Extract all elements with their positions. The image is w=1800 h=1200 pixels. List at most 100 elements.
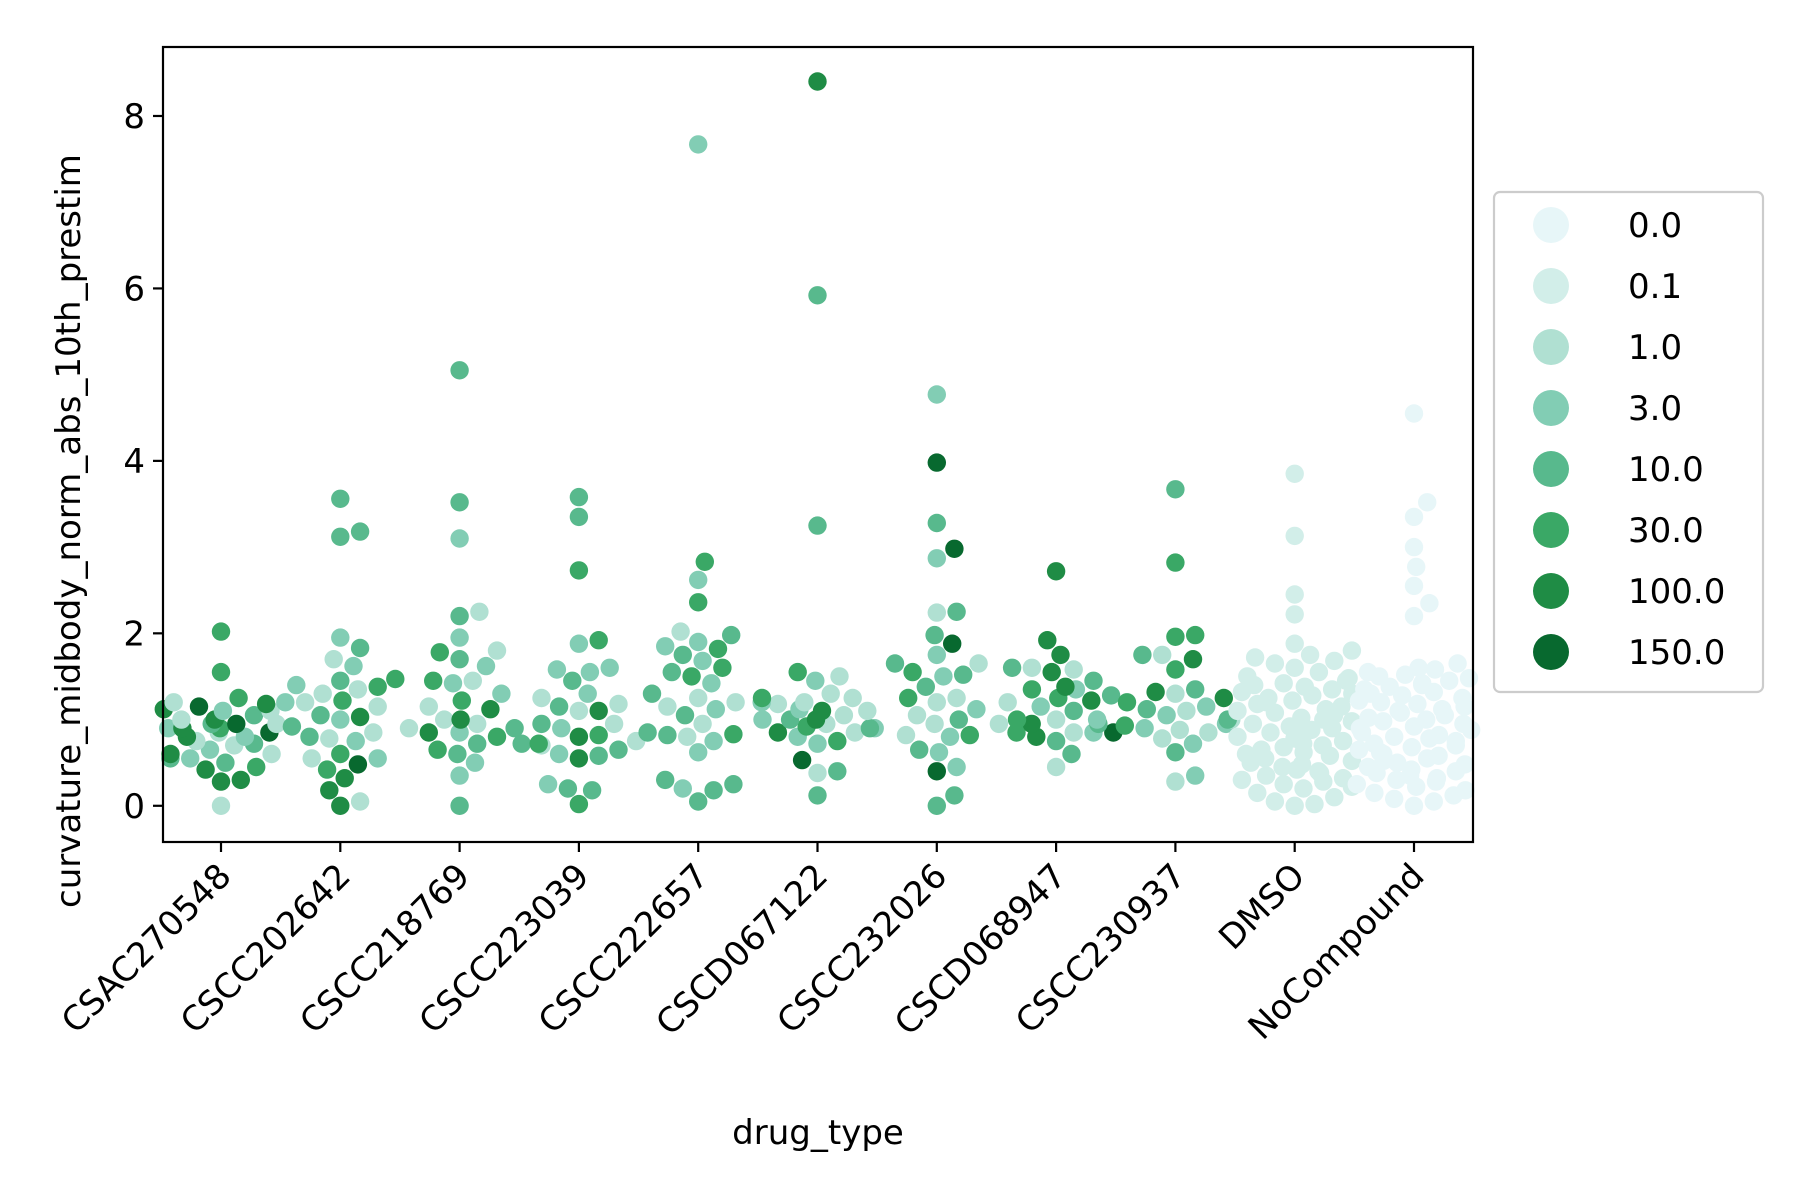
data-point [1433, 700, 1451, 718]
data-point [674, 779, 692, 797]
data-point [450, 650, 468, 668]
data-point [1215, 689, 1233, 707]
data-point [928, 693, 946, 711]
data-point [689, 689, 707, 707]
data-point [899, 689, 917, 707]
data-point [1065, 702, 1083, 720]
data-point [283, 717, 301, 735]
data-point [229, 689, 247, 707]
data-point [1405, 577, 1423, 595]
data-point [247, 758, 265, 776]
data-point [548, 660, 566, 678]
data-point [1292, 709, 1310, 727]
data-point [364, 723, 382, 741]
data-point [696, 553, 714, 571]
data-point [190, 697, 208, 715]
data-point [212, 797, 230, 815]
data-point [331, 710, 349, 728]
data-point [450, 361, 468, 379]
data-point [468, 735, 486, 753]
data-point [552, 719, 570, 737]
data-point [928, 646, 946, 664]
data-point [947, 689, 965, 707]
data-point [400, 719, 418, 737]
data-point [448, 745, 466, 763]
data-point [420, 723, 438, 741]
data-point [1197, 697, 1215, 715]
data-point [1448, 654, 1466, 672]
data-point [1135, 719, 1153, 737]
y-tick-label: 8 [123, 97, 145, 137]
data-point [828, 762, 846, 780]
data-point [704, 732, 722, 750]
data-point [477, 657, 495, 675]
data-point [1166, 772, 1184, 790]
data-point [1275, 674, 1293, 692]
data-point [532, 689, 550, 707]
legend-label: 150.0 [1628, 633, 1725, 673]
legend-label: 1.0 [1628, 328, 1682, 368]
data-point [1309, 762, 1327, 780]
data-point [570, 702, 588, 720]
legend-marker [1533, 512, 1569, 548]
data-point [431, 643, 449, 661]
data-point [1047, 710, 1065, 728]
data-point [570, 635, 588, 653]
data-point [808, 764, 826, 782]
data-point [331, 490, 349, 508]
data-point [1305, 795, 1323, 813]
legend-label: 0.1 [1628, 267, 1682, 307]
data-point [331, 628, 349, 646]
data-point [689, 571, 707, 589]
data-point [1166, 660, 1184, 678]
data-point [331, 672, 349, 690]
data-point [450, 529, 468, 547]
data-point [369, 678, 387, 696]
legend-label: 0.0 [1628, 206, 1682, 246]
data-point [830, 667, 848, 685]
data-point [934, 667, 952, 685]
data-point [713, 659, 731, 677]
data-point [196, 760, 214, 778]
data-point [1339, 669, 1357, 687]
data-point [1365, 784, 1383, 802]
data-point [689, 743, 707, 761]
data-point [386, 670, 404, 688]
data-point [1166, 685, 1184, 703]
data-point [793, 751, 811, 769]
data-point [325, 650, 343, 668]
data-point [945, 540, 963, 558]
data-point [1286, 797, 1304, 815]
data-point [1047, 758, 1065, 776]
data-point [947, 758, 965, 776]
data-point [1325, 652, 1343, 670]
data-point [1286, 465, 1304, 483]
data-point [287, 676, 305, 694]
data-point [928, 453, 946, 471]
data-point [1246, 648, 1264, 666]
data-point [1405, 797, 1423, 815]
data-point [1418, 493, 1436, 511]
data-point [1248, 784, 1266, 802]
data-point [424, 672, 442, 690]
data-point [947, 603, 965, 621]
data-point [908, 706, 926, 724]
data-point [1184, 650, 1202, 668]
data-point [435, 710, 453, 728]
data-point [1171, 721, 1189, 739]
data-point [1003, 659, 1021, 677]
data-point [954, 666, 972, 684]
data-point [1082, 691, 1100, 709]
data-point [532, 715, 550, 733]
data-point [227, 715, 245, 733]
data-point [1407, 558, 1425, 576]
data-point [1166, 743, 1184, 761]
data-point [1385, 790, 1403, 808]
data-point [702, 674, 720, 692]
data-point [214, 702, 232, 720]
data-point [643, 685, 661, 703]
data-points [155, 72, 1481, 815]
data-point [1389, 702, 1407, 720]
data-point [1065, 723, 1083, 741]
data-point [539, 775, 557, 793]
